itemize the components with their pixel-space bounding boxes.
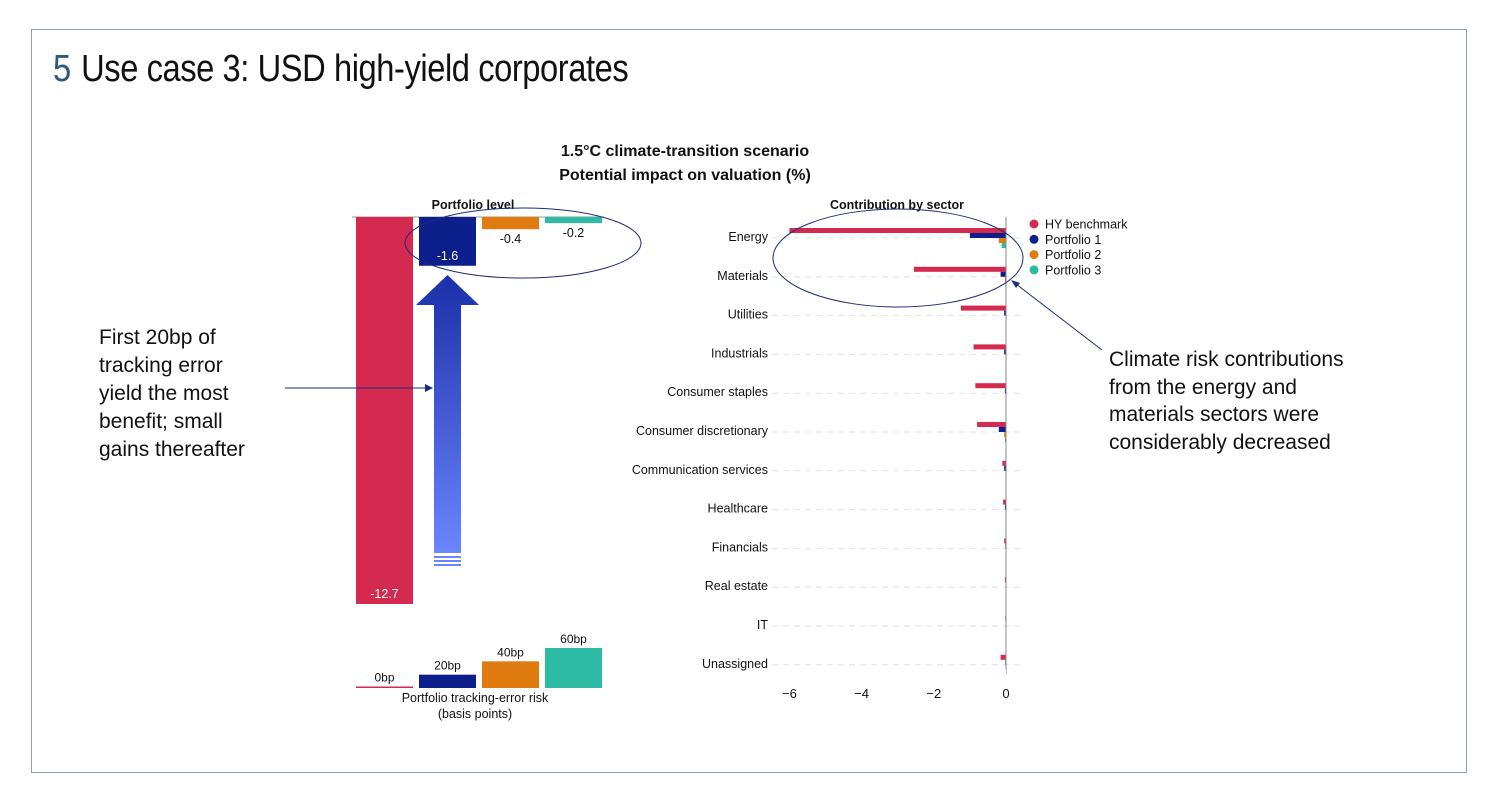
portfolio-level-bar [482,217,539,230]
legend-marker [1029,250,1039,260]
tracking-error-bar [545,648,602,688]
sector-label: Unassigned [702,657,768,671]
sector-bar [1004,276,1006,282]
sector-highlight-ellipse [772,208,1024,308]
sector-bar [1003,499,1006,505]
sector-bar [975,383,1006,389]
portfolio-level-bar [356,217,413,604]
tracking-error-value-label: 20bp [434,659,461,673]
sector-label: Consumer discretionary [636,424,769,438]
portfolio-level-value-label: -12.7 [370,587,399,601]
sector-bar [1004,437,1006,442]
sector-x-tick-label: −2 [926,686,941,701]
figure-title-text: Use case 3: USD high-yield corporates [81,48,629,90]
left-annotation-line: gains thereafter [99,438,245,461]
sector-label: Financials [712,540,768,554]
portfolio-level-chart: Portfolio level -12.7 -1.6 -0.4 -0.2 [352,198,604,604]
sector-bar [998,427,1006,432]
portfolio-highlight-ellipse [404,207,642,279]
sector-bar [1001,243,1006,248]
sector-label: Industrials [711,346,768,360]
sector-bar [1004,504,1006,510]
sector-label: Materials [717,269,768,283]
legend-marker [1029,234,1039,244]
portfolio-level-value-label: -0.2 [563,226,585,240]
legend-label: Portfolio 3 [1045,263,1101,277]
sector-bar [1004,310,1006,316]
right-annotation-line: Climate risk contributions [1109,348,1344,371]
tracking-error-axis-label: (basis points) [438,707,512,721]
right-callout-line [1015,283,1103,351]
figure-title: 5 Use case 3: USD high-yield corporates [53,48,629,91]
legend-marker [1029,219,1039,229]
chart-subtitle-line1: 1.5°C climate-transition scenario [560,143,810,160]
sector-bar [1004,538,1006,544]
left-annotation: First 20bp of tracking error yield the m… [99,324,245,464]
sector-x-tick-label: −6 [782,686,797,701]
right-annotation-line: considerably decreased [1109,430,1331,454]
tracking-error-value-label: 60bp [560,632,587,646]
right-callout-arrowhead-icon [1011,280,1020,288]
left-annotation-line: tracking error [99,354,223,377]
sector-contribution-chart: Contribution by sector Energy Materials Uti… [632,198,1128,701]
legend-marker [1029,265,1039,275]
sector-bar [977,422,1006,427]
right-annotation-line: from the energy and [1109,375,1297,399]
chart-subtitle-line2: Potential impact on valuation (%) [559,167,811,184]
sector-bar [1004,432,1006,437]
portfolio-level-bar [545,217,602,224]
tracking-error-value-label: 0bp [374,671,394,685]
sector-x-tick-label: −4 [854,686,869,701]
portfolio-level-value-label: -0.4 [500,232,522,246]
right-annotation: Climate risk contributions from the ener… [1109,346,1344,456]
tracking-error-bar [356,686,413,688]
tracking-error-chart: 0bp 20bp 40bp 60bp Portfolio tracking-error … [356,632,602,721]
sector-label: Utilities [728,308,768,322]
tracking-error-axis-label: Portfolio tracking-error risk [402,691,549,705]
portfolio-level-title: Portfolio level [432,198,515,212]
sector-bar [1006,669,1007,675]
legend-label: Portfolio 1 [1045,233,1101,247]
sector-bar [973,344,1006,350]
sector-chart-title: Contribution by sector [830,198,964,212]
sector-bar [1000,271,1006,277]
figure-frame [31,29,1467,773]
sector-label: Energy [728,230,768,244]
sector-bar [969,233,1006,238]
figure-number: 5 [53,48,71,90]
sector-bar [1004,577,1006,583]
sector-label: Real estate [705,579,768,593]
sector-bar [960,305,1006,311]
left-annotation-line: yield the most [99,382,229,405]
sector-bar [1002,460,1006,466]
tracking-error-value-label: 40bp [497,645,524,659]
sector-bar [1000,654,1006,660]
big-up-arrow-icon [416,275,479,553]
sector-x-tick-label: 0 [1002,686,1009,701]
annotation-overlay [285,207,1103,566]
sector-bar [1004,465,1006,471]
portfolio-level-bar [419,217,476,266]
left-callout-arrowhead-icon [425,384,433,392]
sector-bar [1004,349,1006,355]
sector-bar [998,238,1006,243]
sector-bar [1004,388,1006,394]
left-annotation-line: First 20bp of [99,326,216,349]
legend-label: HY benchmark [1045,218,1128,232]
sector-label: IT [757,618,768,632]
sector-bar [913,266,1006,272]
right-annotation-line: materials sectors were [1109,403,1320,426]
sector-label: Communication services [632,463,768,477]
left-annotation-line: benefit; small [99,410,223,433]
portfolio-level-value-label: -1.6 [437,249,459,263]
tracking-error-bar [482,661,539,688]
sector-label: Consumer staples [667,385,768,399]
sector-bar [789,228,1006,233]
sector-label: Healthcare [708,502,768,516]
tracking-error-bar [419,674,476,688]
legend-label: Portfolio 2 [1045,248,1101,262]
